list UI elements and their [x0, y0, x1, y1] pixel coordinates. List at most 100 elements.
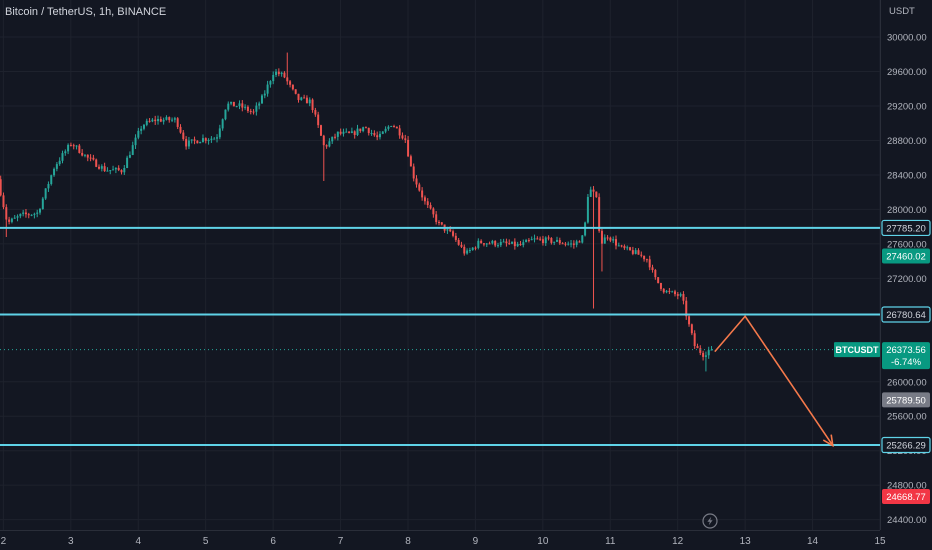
candle-body: [525, 240, 528, 243]
candle-body: [522, 242, 525, 246]
candle-body: [339, 131, 342, 134]
candle-body: [511, 241, 514, 244]
candle-body: [193, 139, 196, 141]
x-tick-label: 4: [135, 536, 141, 547]
candle-body: [126, 157, 129, 169]
candle-body: [171, 119, 174, 121]
price-label-background: [881, 219, 931, 237]
candle-body: [485, 243, 488, 245]
candle-body: [527, 240, 530, 242]
candle-body: [494, 240, 497, 246]
candle-body: [128, 154, 131, 158]
candle-body: [679, 294, 682, 296]
candle-body: [502, 241, 505, 243]
candle-body: [513, 241, 516, 247]
x-tick-label: 11: [605, 536, 616, 547]
y-tick-label: 30000.00: [887, 33, 927, 44]
price-label-background: [882, 248, 930, 264]
candle-body: [154, 119, 157, 122]
candle-body: [533, 238, 536, 240]
candle-body: [578, 241, 581, 243]
candle-body: [620, 245, 623, 247]
candle-body: [269, 81, 272, 85]
candle-body: [561, 243, 564, 245]
candle-body: [305, 97, 308, 104]
price-label: 24668.77: [886, 492, 926, 503]
candle-body: [474, 247, 477, 249]
candle-body: [109, 170, 112, 172]
price-axis-unit: USDT: [889, 6, 915, 17]
projection-arrow[interactable]: [714, 314, 834, 448]
candle-body: [207, 139, 210, 141]
candle-body: [381, 131, 384, 134]
candle-body: [151, 119, 154, 122]
candle-body: [16, 216, 19, 218]
candle-body: [308, 99, 311, 104]
candle-body: [232, 101, 235, 107]
bolt-icon[interactable]: [702, 513, 718, 529]
candle-body: [423, 197, 426, 202]
time-axis[interactable]: 2 3 4 5 6 7 8 9 10 11 12 13 14 15: [1, 536, 886, 547]
candle-body: [685, 300, 688, 317]
candle-body: [218, 128, 221, 138]
candle-body: [249, 110, 252, 112]
candle-body: [263, 93, 266, 96]
candle-body: [314, 110, 317, 115]
candle-body: [553, 241, 556, 243]
candle-body: [606, 237, 609, 239]
candle-body: [348, 131, 351, 133]
candle-body: [488, 243, 491, 245]
candle-body: [300, 97, 303, 100]
candle-body: [81, 152, 84, 156]
candle-body: [572, 243, 575, 245]
candle-body: [33, 213, 36, 215]
candle-body: [244, 106, 247, 108]
candle-body: [356, 128, 359, 135]
candle-body: [50, 175, 53, 185]
candle-body: [69, 144, 72, 146]
x-tick-label: 3: [68, 536, 74, 547]
y-tick-label: 28000.00: [887, 205, 927, 216]
candle-body: [95, 159, 98, 167]
candle-body: [595, 191, 598, 198]
candle-body: [407, 139, 410, 157]
candle-body: [575, 241, 578, 245]
candle-body: [19, 213, 22, 217]
candle-body: [137, 130, 140, 138]
x-tick-label: 7: [338, 536, 344, 547]
candle-body: [328, 141, 331, 147]
candle-body: [106, 170, 109, 172]
candle-body: [112, 169, 115, 171]
candle-body: [505, 241, 508, 244]
candle-body: [516, 243, 519, 247]
candle-body: [693, 333, 696, 347]
candle-body: [541, 239, 544, 244]
projection-arrowhead[interactable]: [822, 434, 834, 448]
projection-line[interactable]: [714, 314, 834, 446]
y-tick-label: 28400.00: [887, 170, 927, 181]
candle-body: [176, 118, 179, 127]
candle-body: [159, 118, 162, 122]
horizontal-levels[interactable]: [0, 226, 880, 447]
candle-body: [387, 126, 390, 129]
symbol-price-tag: BTCUSDT: [834, 342, 880, 358]
candle-body: [86, 154, 89, 158]
candle-body: [2, 195, 5, 208]
candle-body: [384, 128, 387, 132]
candle-body: [148, 120, 151, 122]
candle-body: [272, 74, 275, 82]
candle-body: [426, 201, 429, 206]
candle-body: [364, 127, 367, 129]
candle-body: [325, 145, 328, 147]
candle-body: [536, 238, 539, 240]
candle-body: [179, 126, 182, 133]
candle-body: [586, 196, 589, 223]
candle-body: [342, 131, 345, 134]
candle-body: [707, 350, 710, 356]
candle-body: [303, 97, 306, 99]
x-tick-label: 2: [1, 536, 7, 547]
candle-body: [322, 135, 325, 146]
candle-body: [336, 131, 339, 137]
candle-body: [704, 355, 707, 357]
candle-body: [370, 133, 373, 135]
